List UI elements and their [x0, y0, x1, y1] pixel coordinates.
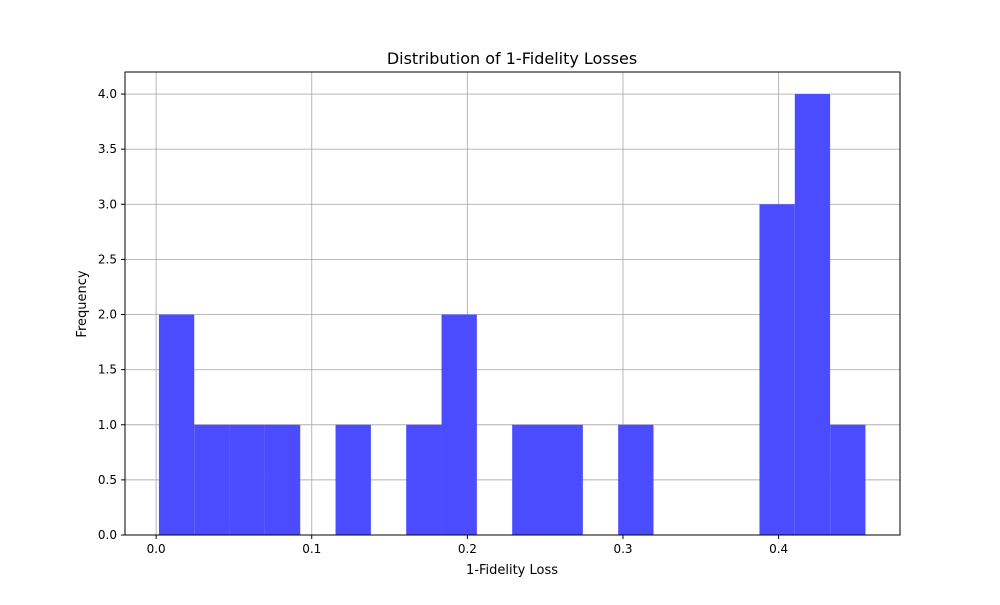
ticks-layer: 0.0 0.1 0.2 0.3 0.4 0.0 0.5 1.0 1.5 2.0 2.5 3.0 3.5 4… — [98, 87, 788, 556]
y-tick-label: 3.5 — [98, 142, 117, 156]
y-tick-label: 4.0 — [98, 87, 117, 101]
histogram-bar — [547, 424, 583, 535]
x-tick-label: 0.1 — [302, 542, 321, 556]
histogram-bar — [264, 424, 301, 535]
y-axis-label: Frequency — [75, 270, 90, 337]
x-tick-label: 0.3 — [613, 542, 632, 556]
x-tick-label: 0.4 — [769, 542, 788, 556]
y-tick-label: 2.0 — [98, 308, 117, 322]
histogram-bar — [794, 94, 831, 536]
histogram-bar — [335, 424, 371, 535]
histogram-bar — [406, 424, 442, 535]
x-axis-label: 1-Fidelity Loss — [466, 563, 558, 578]
y-tick-label: 1.0 — [98, 418, 117, 432]
histogram-bar — [194, 424, 230, 535]
y-tick-label: 0.0 — [98, 528, 117, 542]
histogram-bar — [229, 424, 265, 535]
histogram-bar — [759, 204, 795, 536]
y-tick-label: 3.0 — [98, 197, 117, 211]
histogram-bar — [441, 314, 477, 535]
y-tick-label: 0.5 — [98, 473, 117, 487]
histogram-bar — [512, 424, 548, 535]
plot-frame — [124, 71, 901, 536]
histogram-bar — [618, 424, 654, 535]
y-tick-label: 2.5 — [98, 252, 117, 266]
histogram-bar — [830, 424, 866, 535]
y-tick-label: 1.5 — [98, 363, 117, 377]
chart-title: Distribution of 1-Fidelity Losses — [387, 49, 637, 68]
bars-layer — [158, 94, 866, 536]
x-tick-label: 0.2 — [458, 542, 477, 556]
x-tick-label: 0.0 — [147, 542, 166, 556]
histogram-bar — [158, 314, 195, 535]
